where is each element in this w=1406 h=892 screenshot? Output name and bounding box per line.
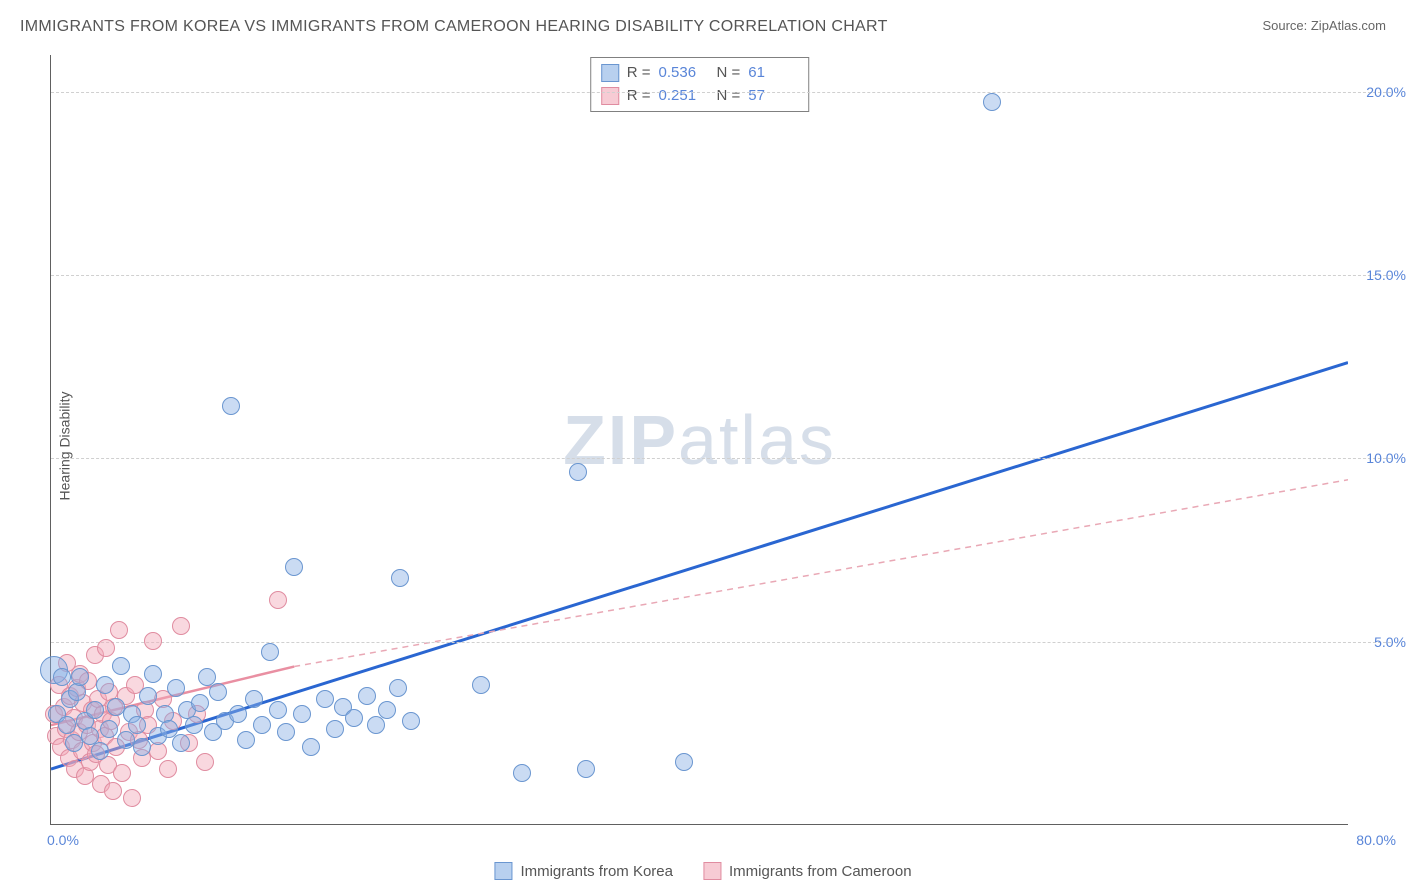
cameroon-n-value: 57 — [748, 85, 798, 108]
bottom-legend: Immigrants from Korea Immigrants from Ca… — [494, 862, 911, 880]
korea-point — [389, 679, 407, 697]
korea-point — [86, 701, 104, 719]
korea-trend-line — [51, 363, 1348, 769]
cameroon-point — [97, 639, 115, 657]
r-label: R = — [627, 62, 651, 85]
korea-point — [326, 720, 344, 738]
korea-point — [345, 709, 363, 727]
korea-point — [133, 738, 151, 756]
x-tick-left: 0.0% — [47, 832, 79, 848]
korea-point — [139, 687, 157, 705]
cameroon-point — [113, 764, 131, 782]
chart-title: IMMIGRANTS FROM KOREA VS IMMIGRANTS FROM… — [20, 18, 888, 36]
legend-label-cameroon: Immigrants from Cameroon — [729, 863, 912, 880]
y-tick-label: 20.0% — [1366, 84, 1406, 100]
korea-point — [253, 716, 271, 734]
korea-point — [167, 679, 185, 697]
plot-area: ZIPatlas R = 0.536 N = 61 R = 0.251 N = … — [50, 55, 1348, 825]
korea-point — [237, 731, 255, 749]
korea-point — [172, 734, 190, 752]
korea-point — [316, 690, 334, 708]
korea-point — [569, 463, 587, 481]
korea-point — [983, 93, 1001, 111]
korea-point — [391, 569, 409, 587]
korea-point — [229, 705, 247, 723]
grid-line — [51, 275, 1391, 276]
korea-point — [402, 712, 420, 730]
korea-point — [367, 716, 385, 734]
legend-item-korea: Immigrants from Korea — [494, 862, 673, 880]
grid-line — [51, 92, 1391, 93]
swatch-korea-icon — [601, 64, 619, 82]
grid-line — [51, 458, 1391, 459]
korea-point — [358, 687, 376, 705]
korea-point — [261, 643, 279, 661]
korea-point — [71, 668, 89, 686]
source-attribution: Source: ZipAtlas.com — [1262, 18, 1386, 33]
korea-point — [96, 676, 114, 694]
cameroon-point — [159, 760, 177, 778]
legend-label-korea: Immigrants from Korea — [520, 863, 673, 880]
watermark-rest: atlas — [678, 401, 836, 479]
swatch-korea-icon — [494, 862, 512, 880]
stats-row-korea: R = 0.536 N = 61 — [601, 62, 799, 85]
korea-point — [128, 716, 146, 734]
r-label: R = — [627, 85, 651, 108]
cameroon-trend-line-dash — [294, 480, 1348, 667]
cameroon-point — [123, 789, 141, 807]
korea-point — [100, 720, 118, 738]
cameroon-point — [104, 782, 122, 800]
korea-point — [675, 753, 693, 771]
n-label: N = — [717, 85, 741, 108]
cameroon-point — [172, 617, 190, 635]
korea-point — [53, 668, 71, 686]
korea-n-value: 61 — [748, 62, 798, 85]
cameroon-r-value: 0.251 — [659, 85, 709, 108]
stats-row-cameroon: R = 0.251 N = 57 — [601, 85, 799, 108]
korea-point — [269, 701, 287, 719]
korea-point — [58, 716, 76, 734]
swatch-cameroon-icon — [703, 862, 721, 880]
korea-point — [191, 694, 209, 712]
korea-point — [245, 690, 263, 708]
korea-point — [472, 676, 490, 694]
legend-item-cameroon: Immigrants from Cameroon — [703, 862, 912, 880]
y-tick-label: 5.0% — [1374, 634, 1406, 650]
x-tick-right: 80.0% — [1356, 832, 1396, 848]
korea-point — [91, 742, 109, 760]
cameroon-point — [110, 621, 128, 639]
source-value: ZipAtlas.com — [1311, 18, 1386, 33]
cameroon-point — [196, 753, 214, 771]
korea-point — [277, 723, 295, 741]
trend-lines-svg — [51, 55, 1348, 824]
korea-point — [209, 683, 227, 701]
source-label: Source: — [1262, 18, 1310, 33]
korea-point — [577, 760, 595, 778]
y-tick-label: 15.0% — [1366, 267, 1406, 283]
stats-legend: R = 0.536 N = 61 R = 0.251 N = 57 — [590, 57, 810, 112]
korea-point — [112, 657, 130, 675]
korea-point — [302, 738, 320, 756]
cameroon-point — [144, 632, 162, 650]
n-label: N = — [717, 62, 741, 85]
watermark: ZIPatlas — [563, 400, 836, 480]
y-tick-label: 10.0% — [1366, 450, 1406, 466]
korea-point — [513, 764, 531, 782]
korea-point — [222, 397, 240, 415]
grid-line — [51, 642, 1391, 643]
korea-point — [144, 665, 162, 683]
cameroon-point — [269, 591, 287, 609]
korea-point — [378, 701, 396, 719]
korea-point — [185, 716, 203, 734]
korea-r-value: 0.536 — [659, 62, 709, 85]
korea-point — [285, 558, 303, 576]
swatch-cameroon-icon — [601, 87, 619, 105]
korea-point — [293, 705, 311, 723]
